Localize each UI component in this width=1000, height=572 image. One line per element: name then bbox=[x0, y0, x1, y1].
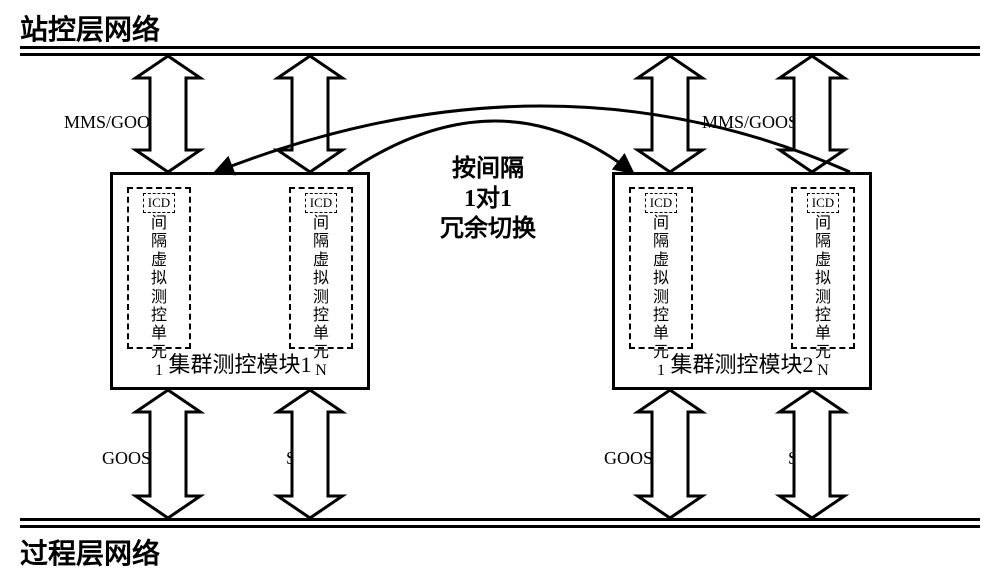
protocol-label: SV bbox=[286, 448, 309, 469]
cluster-module-1: ICD 间隔虚拟测控单元1 ICD 间隔虚拟测控单元N 集群测控模块1 bbox=[110, 172, 370, 390]
double-arrow-icon bbox=[638, 56, 703, 172]
bottom-network-label: 过程层网络 bbox=[20, 532, 160, 572]
protocol-label: GOOSE bbox=[604, 448, 664, 469]
virtual-unit-2-1: ICD 间隔虚拟测控单元1 bbox=[629, 187, 693, 349]
module-label: 集群测控模块1 bbox=[113, 347, 367, 379]
top-network-lines bbox=[20, 46, 980, 60]
protocol-label: GOOSE bbox=[102, 448, 162, 469]
icd-label: ICD bbox=[143, 193, 175, 213]
double-arrow-icon bbox=[278, 56, 343, 172]
bottom-network-lines bbox=[20, 518, 980, 532]
module-label: 集群测控模块2 bbox=[615, 347, 869, 379]
icd-label: ICD bbox=[305, 193, 337, 213]
icd-label: ICD bbox=[645, 193, 677, 213]
redundancy-switch-label: 按间隔1对1冗余切换 bbox=[440, 154, 536, 244]
protocol-label: MMS/GOOSE bbox=[64, 112, 171, 133]
virtual-unit-1-n: ICD 间隔虚拟测控单元N bbox=[289, 187, 353, 349]
icd-label: ICD bbox=[807, 193, 839, 213]
virtual-unit-2-n: ICD 间隔虚拟测控单元N bbox=[791, 187, 855, 349]
protocol-label: SV bbox=[788, 448, 811, 469]
cluster-module-2: ICD 间隔虚拟测控单元1 ICD 间隔虚拟测控单元N 集群测控模块2 bbox=[612, 172, 872, 390]
protocol-label: MMS/GOOSE bbox=[702, 112, 809, 133]
top-network-label: 站控层网络 bbox=[20, 8, 160, 48]
virtual-unit-1-1: ICD 间隔虚拟测控单元1 bbox=[127, 187, 191, 349]
